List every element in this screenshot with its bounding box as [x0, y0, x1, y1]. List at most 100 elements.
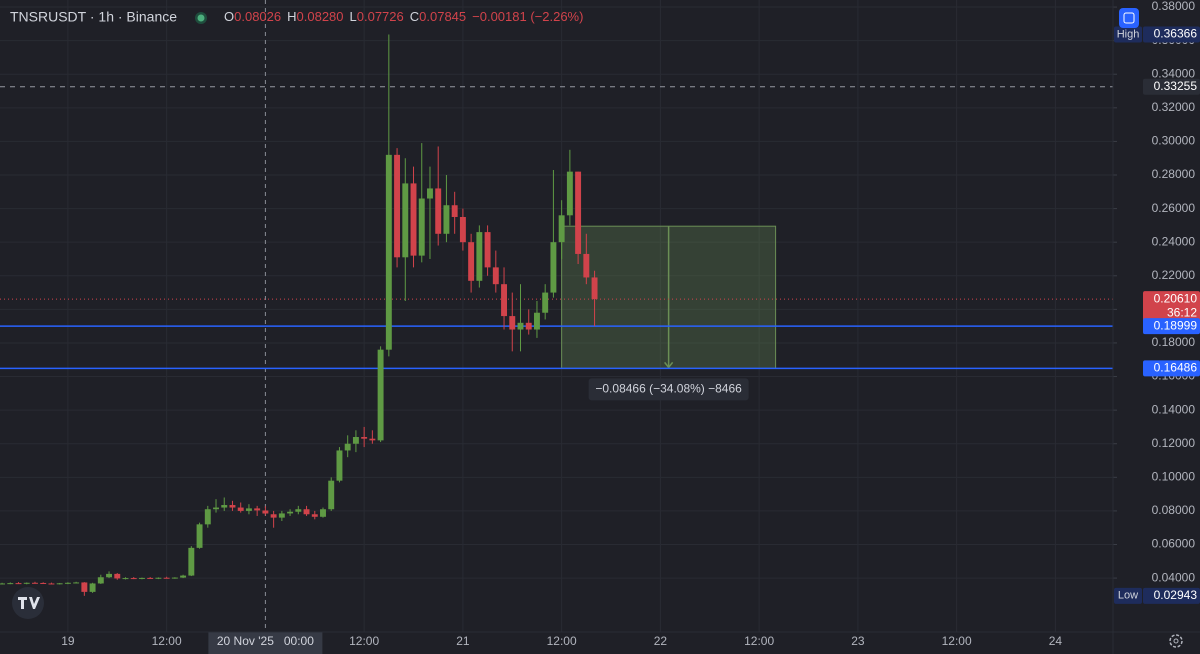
price-tag-box	[1114, 587, 1142, 604]
candle-body	[0, 583, 6, 585]
logo-badge	[12, 587, 44, 619]
y-tick-label: 0.30000	[1152, 134, 1196, 148]
candle-body	[303, 509, 310, 515]
candle-body	[328, 480, 335, 510]
candle-body	[468, 242, 475, 281]
logo	[12, 587, 44, 619]
y-tick-label: 0.18000	[1152, 335, 1196, 349]
y-tick-label: 0.08000	[1152, 503, 1196, 517]
y-tick-label: 0.32000	[1152, 100, 1196, 114]
x-tick-label: 19	[61, 634, 75, 648]
candle-body	[311, 514, 318, 517]
candle-body	[525, 322, 532, 330]
candle-body	[575, 171, 582, 254]
candle-body	[369, 438, 376, 441]
candle-body	[336, 450, 343, 481]
candle-body	[484, 232, 491, 268]
price-label: 0.18999	[1154, 318, 1198, 332]
x-tick-label: 24	[1049, 634, 1063, 648]
x-tick-label: 12:00	[547, 634, 577, 648]
y-tick-label: 0.22000	[1152, 268, 1196, 282]
ohlc-label: C	[410, 9, 419, 24]
y-tick-label: 0.10000	[1152, 469, 1196, 483]
auto-scale-button[interactable]	[1119, 8, 1139, 28]
candle-body	[122, 578, 129, 580]
price-label-box	[1143, 78, 1200, 95]
countdown: 36:12	[1167, 305, 1197, 319]
y-tick-label: 0.14000	[1152, 402, 1196, 416]
candle-body	[130, 578, 137, 580]
status-dot	[197, 14, 205, 22]
candle-body	[410, 183, 417, 256]
candle-body	[451, 205, 458, 217]
candle-body	[558, 215, 565, 243]
y-tick-label: 0.26000	[1152, 201, 1196, 215]
candle-body	[385, 154, 392, 350]
candle-body	[15, 583, 22, 585]
price-label: 0.02943	[1154, 588, 1198, 602]
crosshair-label: 20 Nov '25 00:00	[217, 634, 314, 648]
x-tick-label: 12:00	[744, 634, 774, 648]
x-tick-label: 23	[851, 634, 865, 648]
price-tag: High	[1117, 28, 1140, 40]
x-tick-label: 21	[456, 634, 470, 648]
candle-body	[427, 188, 433, 199]
grid	[0, 0, 1113, 632]
logo-mark	[18, 597, 40, 609]
candle-body	[501, 284, 508, 317]
candle-body	[542, 292, 549, 313]
y-tick-label: 0.04000	[1152, 570, 1196, 584]
candle-body	[221, 505, 228, 508]
ohlc-label: O	[224, 9, 234, 24]
candle-body	[533, 312, 540, 330]
measure-label-box	[588, 378, 749, 401]
candle-body	[106, 573, 112, 578]
candle-body	[155, 577, 162, 579]
candle-body	[56, 583, 63, 585]
settings-icon[interactable]	[1169, 634, 1183, 648]
candle-body	[459, 216, 466, 243]
candle-body	[229, 505, 236, 508]
candle-body	[97, 577, 104, 584]
candle-body	[583, 253, 590, 278]
y-tick-label: 0.12000	[1152, 436, 1196, 450]
candle-body	[114, 573, 121, 579]
y-tick-label: 0.24000	[1152, 234, 1196, 248]
ohlc-legend: O0.08026 H0.08280 L0.07726 C0.07845 −0.00181…	[224, 9, 583, 24]
price-tag-box	[1114, 26, 1142, 43]
candle-body	[492, 267, 499, 285]
candle-body	[435, 188, 442, 234]
candle-body	[476, 232, 483, 281]
price-label-box	[1143, 318, 1200, 335]
auto-scale-icon	[1123, 12, 1135, 24]
gear[interactable]	[1169, 634, 1183, 648]
candle-body	[64, 582, 71, 584]
candle-body	[180, 575, 187, 578]
candle-body	[418, 198, 425, 256]
ohlc-change: −0.00181 (−2.26%)	[472, 9, 583, 24]
candle-body	[517, 322, 524, 330]
candle-body	[377, 349, 384, 441]
price-label: 0.33255	[1154, 79, 1198, 93]
candle-body	[245, 508, 252, 511]
x-tick-label: 12:00	[152, 634, 182, 648]
candle-body	[278, 513, 285, 518]
candle-body	[591, 277, 598, 300]
candle-body	[320, 509, 326, 517]
ohlc-value: 0.07845	[419, 9, 466, 24]
candle-body	[550, 242, 557, 293]
price-label: 0.20610	[1154, 291, 1198, 305]
candle-body	[40, 582, 47, 584]
price-label-box	[1143, 360, 1200, 377]
y-tick-label: 0.38000	[1152, 0, 1196, 13]
ohlc-value: 0.08280	[297, 9, 344, 24]
candle-body	[138, 577, 145, 579]
axes: 0.04000 0.06000 0.08000 0.10000 0.12000 0.140…	[61, 0, 1200, 654]
candle-body	[402, 183, 409, 258]
candle-body	[163, 577, 170, 579]
ohlc-value: 0.08026	[234, 9, 281, 24]
price-tag: Low	[1118, 590, 1138, 602]
candle-body	[287, 511, 294, 514]
candle-body	[213, 507, 219, 510]
